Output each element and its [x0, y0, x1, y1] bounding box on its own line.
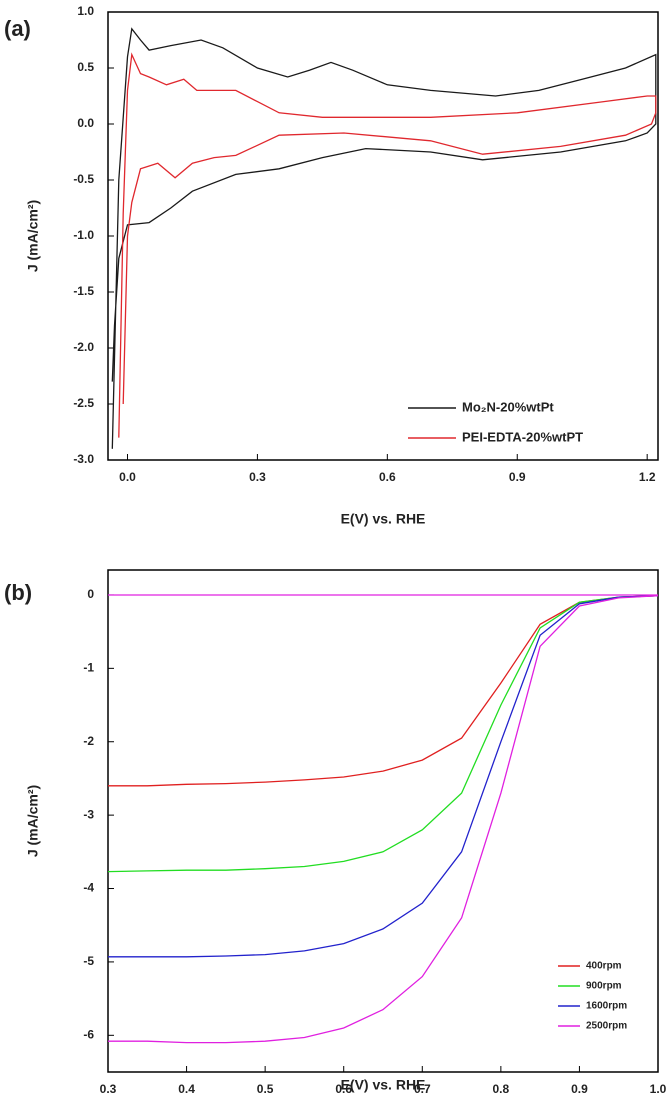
- plot-frame: [107, 569, 659, 1073]
- x-tick-label: 1.0: [650, 1082, 667, 1096]
- y-tick-label: -5: [83, 954, 94, 968]
- y-tick-label: -0.5: [73, 172, 94, 186]
- x-axis-title: E(V) vs. RHE: [341, 1077, 426, 1093]
- panel-label: (b): [4, 580, 32, 605]
- data-line: [108, 595, 659, 787]
- y-tick-label: -1: [83, 661, 94, 675]
- x-tick-label: 0.9: [509, 470, 526, 484]
- plot-frame: [107, 11, 659, 461]
- legend-label: 900rpm: [586, 981, 622, 992]
- y-tick-label: -6: [83, 1027, 94, 1041]
- x-tick-label: 0.0: [119, 470, 136, 484]
- legend-label: 2500rpm: [586, 1021, 627, 1032]
- data-line: [108, 595, 659, 958]
- legend-label: PEI-EDTA-20%wtPT: [462, 429, 583, 444]
- x-tick-label: 0.6: [379, 470, 396, 484]
- x-tick-label: 0.5: [257, 1082, 274, 1096]
- y-tick-label: -2.0: [73, 340, 94, 354]
- y-tick-label: -3: [83, 807, 94, 821]
- x-tick-label: 0.8: [493, 1082, 510, 1096]
- x-axis-title: E(V) vs. RHE: [341, 511, 426, 527]
- y-tick-label: 0: [87, 587, 94, 601]
- y-axis-title: J (mA/cm²): [25, 785, 41, 857]
- y-tick-label: -2.5: [73, 396, 94, 410]
- legend-label: Mo₂N-20%wtPt: [462, 399, 554, 414]
- legend-label: 400rpm: [586, 961, 622, 972]
- data-line: [107, 595, 659, 873]
- y-tick-label: 0.5: [77, 60, 94, 74]
- x-tick-label: 0.6: [335, 1082, 352, 1096]
- y-tick-label: 0.0: [77, 116, 94, 130]
- panel-label: (a): [4, 16, 31, 41]
- x-tick-label: 0.3: [249, 470, 266, 484]
- y-tick-label: -4: [83, 881, 94, 895]
- data-line: [118, 52, 657, 438]
- y-tick-label: -3.0: [73, 452, 94, 466]
- x-tick-label: 1.2: [639, 470, 656, 484]
- data-line: [111, 27, 657, 449]
- y-tick-label: 1.0: [77, 4, 94, 18]
- x-tick-label: 0.7: [414, 1082, 431, 1096]
- data-line: [108, 595, 659, 1044]
- y-axis-title: J (mA/cm²): [25, 200, 41, 272]
- y-tick-label: -1.5: [73, 284, 94, 298]
- y-tick-label: -2: [83, 734, 94, 748]
- y-tick-label: -1.0: [73, 228, 94, 242]
- x-tick-label: 0.9: [571, 1082, 588, 1096]
- legend-label: 1600rpm: [586, 1001, 627, 1012]
- x-tick-label: 0.3: [100, 1082, 117, 1096]
- x-tick-label: 0.4: [178, 1082, 195, 1096]
